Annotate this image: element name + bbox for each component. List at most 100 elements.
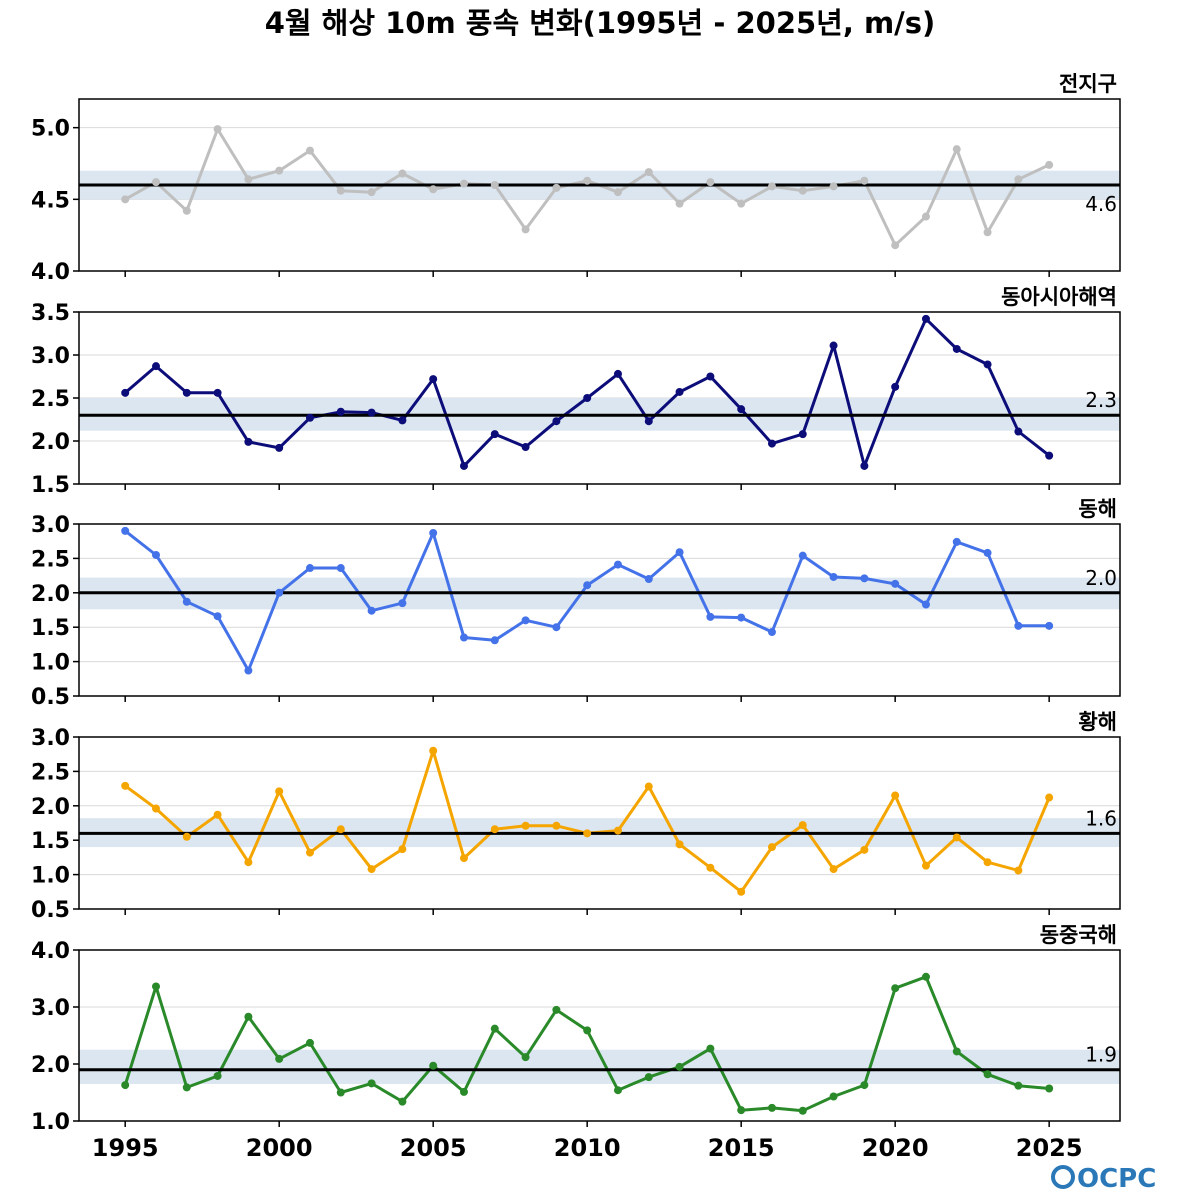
data-point <box>244 1012 253 1021</box>
data-point <box>737 199 746 208</box>
data-point <box>521 616 530 625</box>
data-point <box>706 863 715 872</box>
data-point <box>860 845 869 854</box>
data-point <box>583 581 592 590</box>
data-point <box>429 528 438 537</box>
data-point <box>182 597 191 606</box>
panel-3: 2.0 0.5 1.0 1.5 2.0 2.5 3.0 동해 <box>31 497 1121 710</box>
data-point <box>737 887 746 896</box>
data-point <box>275 1054 284 1063</box>
data-point <box>891 579 900 588</box>
data-point <box>552 821 561 830</box>
data-point <box>767 1103 776 1112</box>
y-tick-label: 2.5 <box>31 387 70 412</box>
data-point <box>521 225 530 234</box>
data-point <box>275 443 284 452</box>
data-point <box>182 388 191 397</box>
data-point <box>305 564 314 573</box>
data-point <box>952 537 961 546</box>
data-point <box>367 865 376 874</box>
data-point <box>552 1005 561 1014</box>
panel-frame <box>78 949 1121 1122</box>
data-point <box>490 1024 499 1033</box>
data-point <box>952 344 961 353</box>
series-line <box>124 317 1051 468</box>
data-point <box>275 166 284 175</box>
data-point <box>429 746 438 755</box>
data-point <box>367 188 376 197</box>
data-point <box>398 599 407 608</box>
data-point <box>244 175 253 184</box>
data-point <box>213 388 222 397</box>
panel-label: 전지구 <box>1059 72 1117 96</box>
y-tick-label: 3.0 <box>31 726 70 751</box>
y-tick-label: 2.0 <box>31 582 70 607</box>
data-point <box>829 182 838 191</box>
data-point <box>983 858 992 867</box>
data-point <box>952 833 961 842</box>
data-point <box>1014 1081 1023 1090</box>
x-tick-label: 2020 <box>862 1134 929 1162</box>
panel-label: 황해 <box>1078 710 1117 734</box>
data-point <box>244 666 253 675</box>
data-point <box>829 865 838 874</box>
data-point <box>459 461 468 470</box>
data-point <box>737 405 746 414</box>
data-point <box>151 178 160 187</box>
y-tick-label: 4.0 <box>31 939 70 964</box>
data-point <box>737 613 746 622</box>
data-point <box>675 387 684 396</box>
data-point <box>1014 866 1023 875</box>
mean-label: 2.3 <box>1085 388 1117 412</box>
y-tick-label: 4.5 <box>31 188 70 213</box>
data-point <box>891 382 900 391</box>
y-tick-label: 5.0 <box>31 117 70 142</box>
data-point <box>552 623 561 632</box>
data-point <box>891 791 900 800</box>
data-point <box>644 417 653 426</box>
data-point <box>706 612 715 621</box>
data-point <box>921 972 930 981</box>
data-point <box>182 206 191 215</box>
y-tick-label: 1.5 <box>31 616 70 641</box>
panels: 4.64.04.55.0전지구2.31.52.02.53.03.5동아시아해역2… <box>31 72 1121 1135</box>
panel-frame <box>78 736 1121 910</box>
data-point <box>860 574 869 583</box>
data-point <box>336 186 345 195</box>
data-point <box>367 606 376 615</box>
data-point <box>459 1087 468 1096</box>
mean-label: 2.0 <box>1085 566 1117 590</box>
mean-label: 1.9 <box>1085 1043 1117 1067</box>
y-tick-label: 0.5 <box>31 685 70 710</box>
data-point <box>121 195 130 204</box>
data-point <box>1045 451 1054 460</box>
data-point <box>829 572 838 581</box>
data-point <box>459 854 468 863</box>
logo-ring-icon <box>1051 1165 1075 1189</box>
data-point <box>121 1081 130 1090</box>
data-point <box>1014 175 1023 184</box>
data-point <box>798 1106 807 1115</box>
data-point <box>891 984 900 993</box>
data-point <box>521 443 530 452</box>
data-point <box>706 178 715 187</box>
data-point <box>921 314 930 323</box>
data-point <box>151 982 160 991</box>
data-point <box>275 588 284 597</box>
y-tick-label: 3.5 <box>31 301 70 326</box>
y-tick-label: 2.0 <box>31 1053 70 1078</box>
data-point <box>213 612 222 621</box>
data-point <box>367 1079 376 1088</box>
panel-label: 동아시아해역 <box>1001 285 1117 309</box>
data-point <box>429 185 438 194</box>
data-point <box>429 375 438 384</box>
data-point <box>1045 793 1054 802</box>
data-point <box>675 548 684 557</box>
data-point <box>860 461 869 470</box>
data-point <box>583 1026 592 1035</box>
data-point <box>952 1047 961 1056</box>
data-point <box>613 560 622 569</box>
data-point <box>213 125 222 134</box>
data-point <box>583 829 592 838</box>
data-point <box>921 212 930 221</box>
